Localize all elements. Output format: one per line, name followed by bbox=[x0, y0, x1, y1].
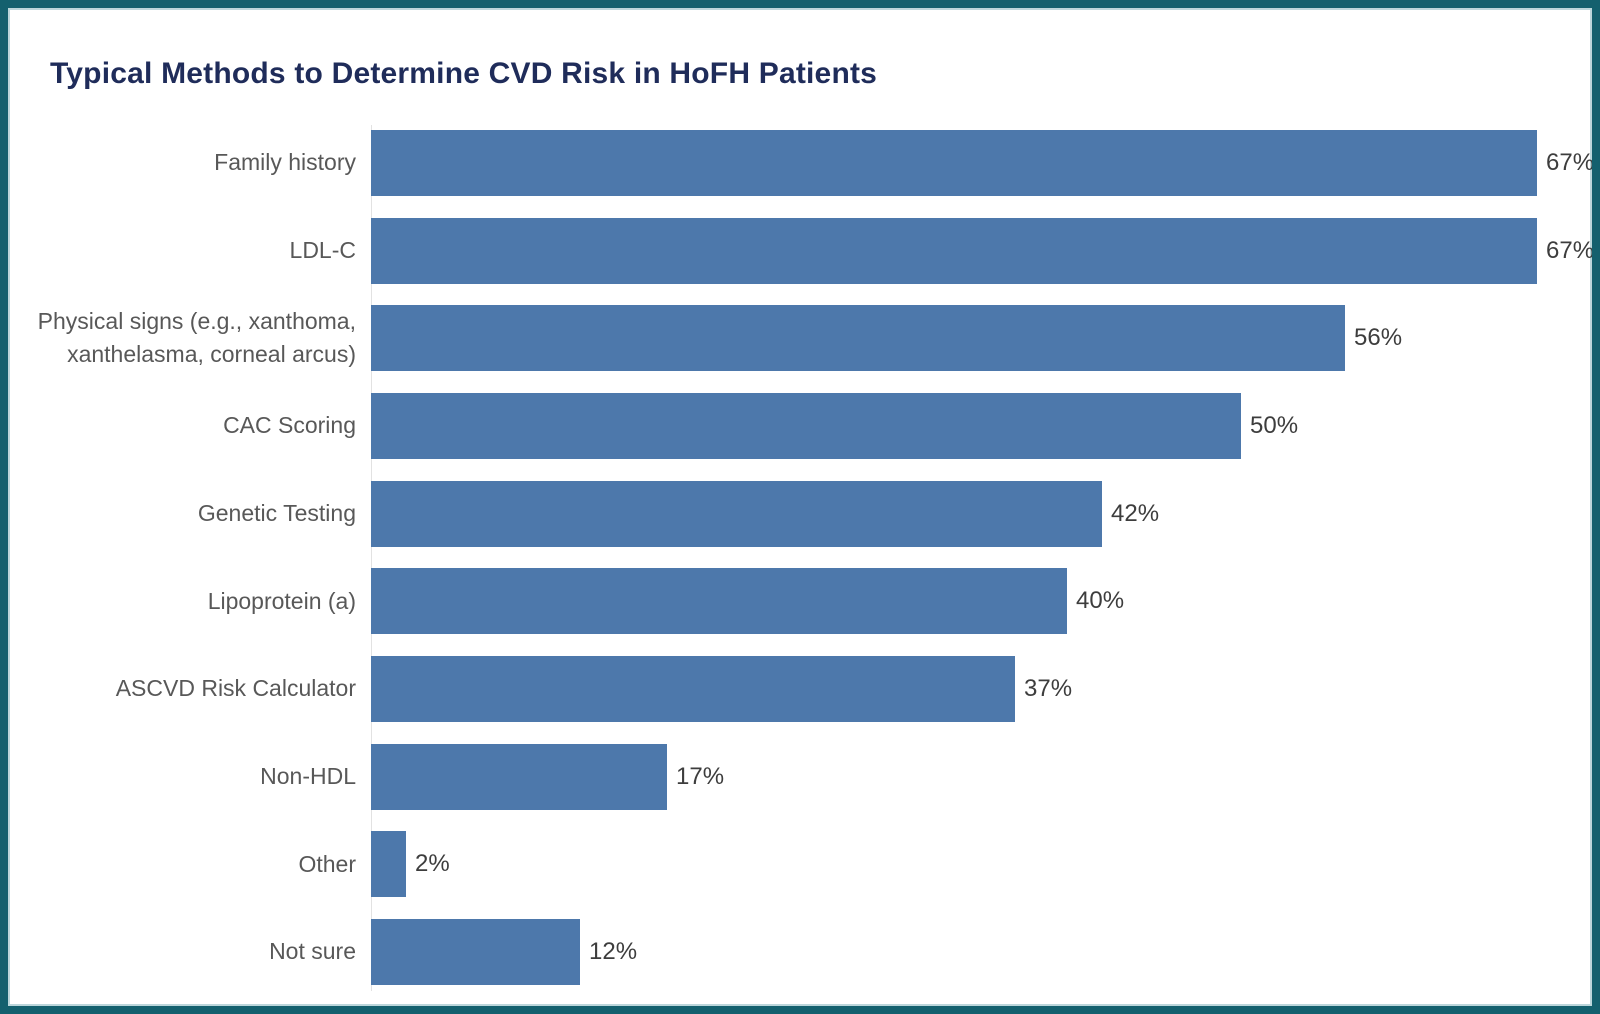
bar bbox=[371, 919, 580, 986]
y-axis-line bbox=[371, 125, 372, 991]
bar-row: Genetic Testing 42% bbox=[16, 470, 1592, 558]
value-label: 17% bbox=[676, 762, 725, 790]
bar-row: Not sure 12% bbox=[16, 908, 1592, 996]
bar-row: Other 2% bbox=[16, 821, 1592, 909]
value-label: 50% bbox=[1250, 411, 1299, 439]
category-label: Family history bbox=[214, 149, 356, 176]
value-label: 56% bbox=[1354, 324, 1403, 352]
category-label: Physical signs (e.g., xanthoma, xanthela… bbox=[37, 307, 356, 368]
value-label: 12% bbox=[589, 938, 638, 966]
bar bbox=[371, 655, 1015, 722]
bar-row: Physical signs (e.g., xanthoma, xanthela… bbox=[16, 294, 1592, 382]
bar-row: Non-HDL 17% bbox=[16, 733, 1592, 821]
chart-title: Typical Methods to Determine CVD Risk in… bbox=[50, 57, 878, 90]
bar bbox=[371, 568, 1067, 635]
bar bbox=[371, 743, 667, 810]
category-label: Genetic Testing bbox=[197, 499, 356, 526]
category-label: Other bbox=[298, 850, 356, 877]
value-label: 2% bbox=[415, 850, 450, 878]
value-label: 37% bbox=[1024, 674, 1073, 702]
bar-chart: Family history 67% LDL-C 67% Physical signs … bbox=[16, 119, 1595, 997]
value-label: 40% bbox=[1076, 587, 1125, 615]
category-label: Lipoprotein (a) bbox=[207, 587, 356, 614]
category-label: ASCVD Risk Calculator bbox=[115, 675, 356, 702]
bar bbox=[371, 129, 1537, 196]
bar bbox=[371, 305, 1345, 372]
bar bbox=[371, 392, 1241, 459]
bar-row: ASCVD Risk Calculator 37% bbox=[16, 645, 1592, 733]
bar bbox=[371, 217, 1537, 284]
value-label: 67% bbox=[1546, 148, 1595, 176]
bar bbox=[371, 831, 406, 898]
bar-row: Family history 67% bbox=[16, 119, 1595, 207]
category-label: Not sure bbox=[269, 938, 356, 965]
value-label: 42% bbox=[1111, 499, 1160, 527]
value-label: 67% bbox=[1546, 236, 1595, 264]
category-label: LDL-C bbox=[289, 236, 356, 263]
bar-row: Lipoprotein (a) 40% bbox=[16, 557, 1592, 645]
bar-row: CAC Scoring 50% bbox=[16, 382, 1592, 470]
category-label: Non-HDL bbox=[260, 762, 356, 789]
bar-row: LDL-C 67% bbox=[16, 207, 1595, 295]
bar bbox=[371, 480, 1102, 547]
category-label: CAC Scoring bbox=[223, 412, 356, 439]
